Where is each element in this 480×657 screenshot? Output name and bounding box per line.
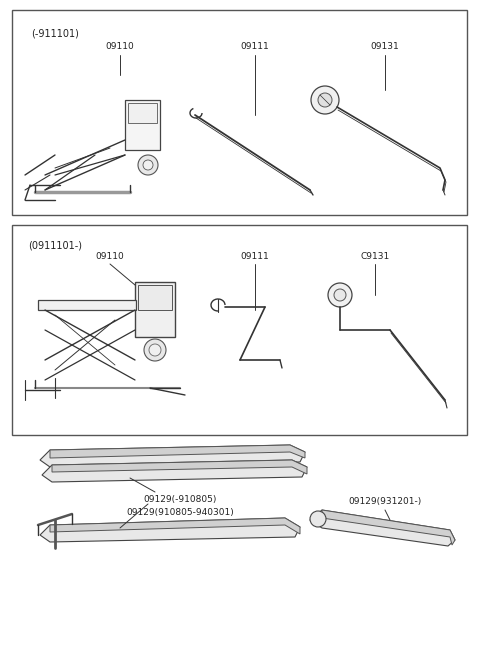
Polygon shape xyxy=(42,460,307,482)
Text: 09129(931201-): 09129(931201-) xyxy=(348,497,421,506)
Circle shape xyxy=(334,289,346,301)
Text: 09129(-910805): 09129(-910805) xyxy=(144,495,216,504)
Bar xyxy=(125,100,160,150)
Bar xyxy=(12,225,467,435)
Polygon shape xyxy=(40,445,305,467)
Circle shape xyxy=(318,93,332,107)
Circle shape xyxy=(310,511,326,527)
Polygon shape xyxy=(50,445,305,458)
Text: 09111: 09111 xyxy=(240,252,269,261)
Circle shape xyxy=(311,86,339,114)
Text: 09111: 09111 xyxy=(240,42,269,51)
Bar xyxy=(138,285,172,310)
Text: 09129(910805-940301): 09129(910805-940301) xyxy=(126,508,234,517)
Polygon shape xyxy=(310,510,455,546)
Circle shape xyxy=(143,160,153,170)
Bar xyxy=(38,300,136,310)
Polygon shape xyxy=(52,460,307,474)
Text: 09110: 09110 xyxy=(106,42,134,51)
Text: 09110: 09110 xyxy=(96,252,124,261)
Polygon shape xyxy=(322,510,455,545)
Text: C9131: C9131 xyxy=(360,252,390,261)
Circle shape xyxy=(149,344,161,356)
Text: 09131: 09131 xyxy=(371,42,399,51)
Text: (0911101-): (0911101-) xyxy=(28,240,82,250)
Circle shape xyxy=(328,283,352,307)
Bar xyxy=(128,103,157,123)
Circle shape xyxy=(144,339,166,361)
Polygon shape xyxy=(40,518,300,542)
Polygon shape xyxy=(50,518,300,534)
Bar xyxy=(135,282,175,337)
Text: (-911101): (-911101) xyxy=(31,28,79,38)
Bar xyxy=(12,10,467,215)
Circle shape xyxy=(138,155,158,175)
